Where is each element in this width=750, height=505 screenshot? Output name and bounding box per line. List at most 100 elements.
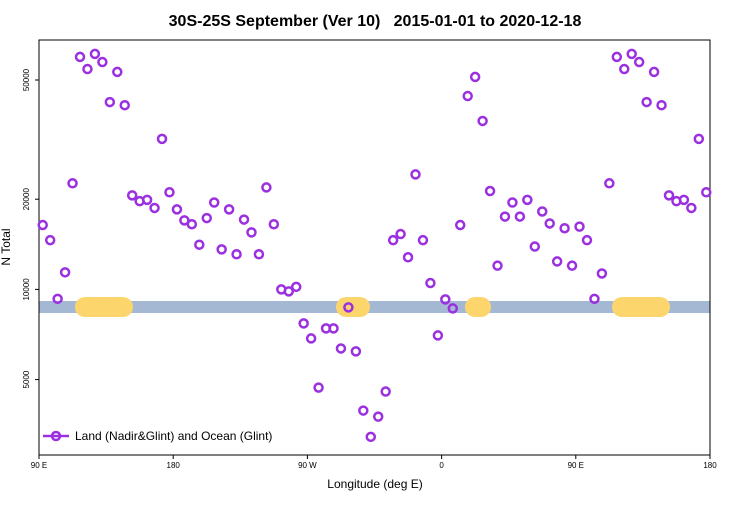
land-strip (465, 297, 491, 317)
point (231, 249, 242, 260)
point (261, 182, 272, 193)
point (641, 96, 652, 108)
point (469, 71, 481, 83)
point (44, 234, 56, 246)
point (566, 260, 578, 271)
point (253, 249, 265, 260)
point (410, 169, 421, 180)
point (633, 56, 645, 68)
point (164, 186, 175, 198)
y-tick-label: 50000 (22, 68, 31, 91)
point (589, 293, 600, 305)
point (514, 211, 526, 222)
point (544, 218, 555, 229)
point (581, 234, 593, 246)
point (223, 204, 235, 215)
x-tick-label: 180 (167, 461, 181, 470)
x-tick-label: 180 (703, 461, 717, 470)
point (208, 197, 220, 208)
surface-strip (39, 297, 710, 317)
point (126, 190, 138, 201)
point (596, 268, 608, 279)
land-strip (75, 297, 133, 317)
point (358, 405, 369, 416)
point (477, 115, 488, 127)
point (156, 133, 168, 145)
point (454, 219, 466, 231)
point (402, 252, 414, 263)
point (619, 63, 630, 75)
point (298, 318, 309, 329)
x-tick-label: 0 (439, 461, 444, 470)
point (74, 51, 86, 63)
point (574, 221, 585, 232)
point (626, 48, 637, 60)
point (343, 302, 354, 313)
point (104, 96, 116, 108)
point (604, 178, 615, 189)
point (417, 234, 429, 246)
point (216, 244, 227, 255)
legend-marker (50, 430, 62, 442)
point (611, 51, 623, 63)
y-tick-label: 10000 (22, 278, 31, 301)
point (290, 281, 302, 293)
point (492, 260, 503, 271)
point (701, 186, 712, 198)
point (693, 133, 705, 145)
x-tick-label: 90 E (31, 461, 47, 470)
point (529, 241, 541, 252)
y-tick-label: 20000 (22, 188, 31, 211)
point (59, 267, 71, 278)
point (395, 228, 406, 240)
point (246, 227, 257, 238)
y-axis-label: N Total (0, 228, 13, 265)
point (372, 411, 384, 422)
point (365, 431, 377, 443)
point (335, 343, 347, 354)
point (89, 48, 101, 60)
point (678, 194, 690, 206)
point (551, 256, 563, 267)
point (350, 346, 362, 357)
point (522, 194, 533, 206)
point (648, 66, 660, 78)
point (440, 294, 451, 305)
point (656, 99, 667, 111)
point (268, 218, 280, 230)
point (484, 185, 496, 197)
point (499, 211, 511, 222)
point (52, 293, 63, 305)
x-tick-label: 90 W (298, 461, 317, 470)
point (186, 218, 198, 230)
point (663, 190, 675, 201)
point (537, 206, 548, 217)
x-tick-label: 90 E (568, 461, 584, 470)
point (67, 178, 78, 189)
point (328, 323, 339, 334)
point (171, 204, 183, 215)
point (201, 212, 212, 224)
point (97, 56, 108, 68)
chart-title: 30S-25S September (Ver 10) 2015-01-01 to… (169, 13, 582, 30)
x-axis-label: Longitude (deg E) (327, 477, 422, 491)
point (380, 386, 391, 397)
point (82, 63, 93, 75)
land-strip (612, 297, 670, 317)
point (425, 277, 436, 289)
point (194, 239, 205, 250)
point (37, 219, 48, 231)
point (119, 99, 130, 111)
point (283, 286, 295, 297)
point (238, 214, 250, 225)
point (507, 197, 518, 208)
legend-label: Land (Nadir&Glint) and Ocean (Glint) (75, 429, 272, 443)
point (149, 202, 160, 214)
point (313, 382, 324, 393)
point (141, 194, 153, 206)
point (686, 202, 697, 214)
point (432, 330, 444, 341)
point (305, 333, 317, 344)
ocean-strip (39, 301, 710, 313)
